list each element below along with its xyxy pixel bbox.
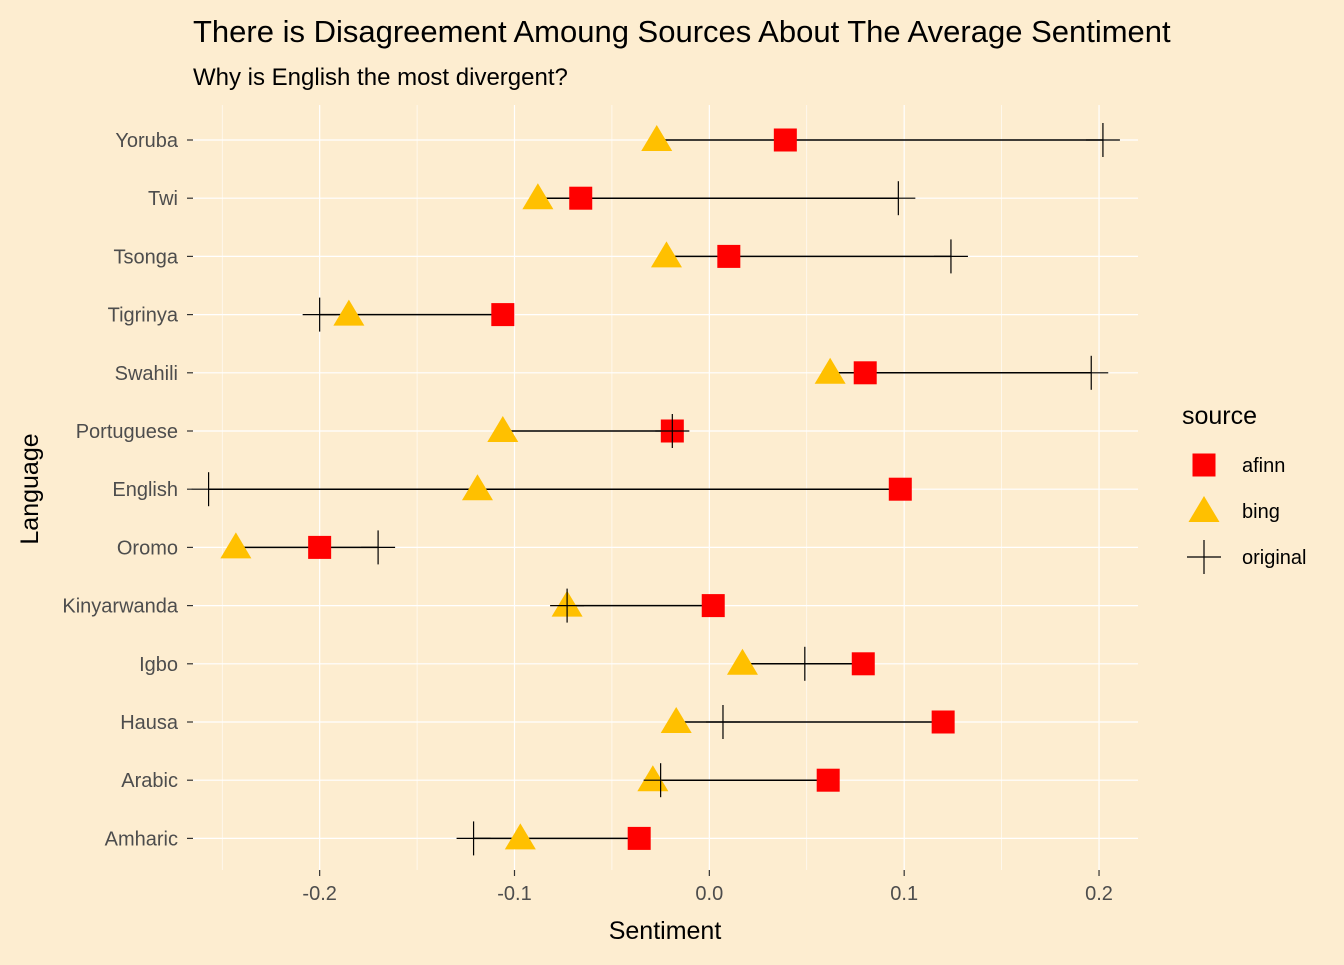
- point-bing-swahili: [814, 357, 846, 384]
- y-tick-label-igbo: Igbo: [139, 654, 178, 676]
- point-bing-arabic: [637, 765, 669, 792]
- point-afinn-tsonga: [717, 244, 741, 268]
- point-original-yoruba: [1085, 123, 1120, 157]
- point-original-tsonga: [933, 239, 968, 274]
- y-axis-title: Language: [16, 433, 44, 544]
- point-original-english: [191, 472, 226, 507]
- y-tick-label-oromo: Oromo: [117, 537, 178, 559]
- legend-key-original: [1187, 540, 1221, 574]
- y-tick-label-swahili: Swahili: [115, 363, 178, 385]
- legend-title: source: [1182, 402, 1257, 430]
- chart-subtitle: Why is English the most divergent?: [193, 64, 568, 91]
- point-afinn-oromo: [308, 535, 332, 559]
- y-tick-label-twi: Twi: [148, 188, 178, 210]
- point-original-igbo: [787, 646, 822, 681]
- point-original-tigrinya: [302, 297, 337, 332]
- point-bing-tigrinya: [333, 299, 365, 326]
- x-tick-label: 0.0: [695, 883, 723, 905]
- x-axis-title: Sentiment: [609, 917, 722, 945]
- y-tick-label-hausa: Hausa: [120, 712, 179, 734]
- point-bing-english: [461, 474, 493, 501]
- point-afinn-amharic: [627, 826, 651, 850]
- axis-layer: -0.2 -0.1 0.0 0.1 0.2 Yoruba Twi Tsonga Tigrinya…: [62, 130, 1113, 905]
- x-tick-label: 0.2: [1085, 883, 1113, 905]
- y-tick-label-kinyarwanda: Kinyarwanda: [62, 596, 179, 618]
- point-afinn-english: [888, 477, 912, 501]
- point-afinn-swahili: [853, 361, 877, 385]
- y-tick-label-tsonga: Tsonga: [114, 246, 179, 268]
- point-original-portuguese: [655, 414, 690, 448]
- point-original-oromo: [361, 530, 396, 565]
- point-afinn-arabic: [816, 768, 840, 792]
- point-bing-twi: [522, 183, 554, 210]
- y-tick-label-amharic: Amharic: [105, 828, 178, 850]
- point-original-arabic: [643, 763, 678, 798]
- legend-items: afinn bing original: [1187, 453, 1306, 574]
- point-bing-amharic: [504, 823, 536, 850]
- point-original-amharic: [456, 821, 491, 856]
- chart-title: There is Disagreement Amoung Sources Abo…: [193, 14, 1171, 49]
- legend-label-original: original: [1242, 547, 1306, 569]
- y-tick-label-yoruba: Yoruba: [115, 130, 179, 152]
- legend-label-afinn: afinn: [1242, 455, 1285, 477]
- x-tick-label: -0.1: [497, 883, 531, 905]
- point-afinn-igbo: [851, 652, 875, 676]
- point-original-swahili: [1074, 355, 1109, 390]
- legend-key-afinn: [1192, 453, 1216, 477]
- y-tick-label-english: English: [112, 479, 178, 501]
- point-afinn-tigrinya: [491, 303, 515, 327]
- point-bing-portuguese: [487, 416, 519, 442]
- point-afinn-hausa: [931, 710, 955, 734]
- y-tick-label-arabic: Arabic: [121, 770, 178, 792]
- point-bing-oromo: [220, 532, 252, 559]
- point-original-twi: [881, 181, 916, 216]
- y-tick-label-portuguese: Portuguese: [76, 421, 178, 443]
- point-bing-yoruba: [641, 125, 673, 151]
- point-afinn-yoruba: [773, 128, 797, 152]
- legend: source afinn bing original: [1182, 402, 1306, 574]
- x-tick-label: -0.2: [302, 883, 336, 905]
- x-tick-label: 0.1: [890, 883, 918, 905]
- point-afinn-kinyarwanda: [701, 594, 725, 618]
- point-bing-igbo: [726, 648, 758, 675]
- point-original-hausa: [705, 705, 740, 739]
- point-bing-tsonga: [650, 241, 682, 268]
- legend-label-bing: bing: [1242, 501, 1280, 523]
- point-original-kinyarwanda: [550, 588, 585, 623]
- point-layer: [191, 123, 1120, 856]
- point-afinn-twi: [569, 186, 593, 210]
- grid-layer: [193, 105, 1138, 870]
- point-bing-hausa: [660, 707, 692, 733]
- legend-key-bing: [1188, 496, 1220, 522]
- y-tick-label-tigrinya: Tigrinya: [108, 305, 179, 327]
